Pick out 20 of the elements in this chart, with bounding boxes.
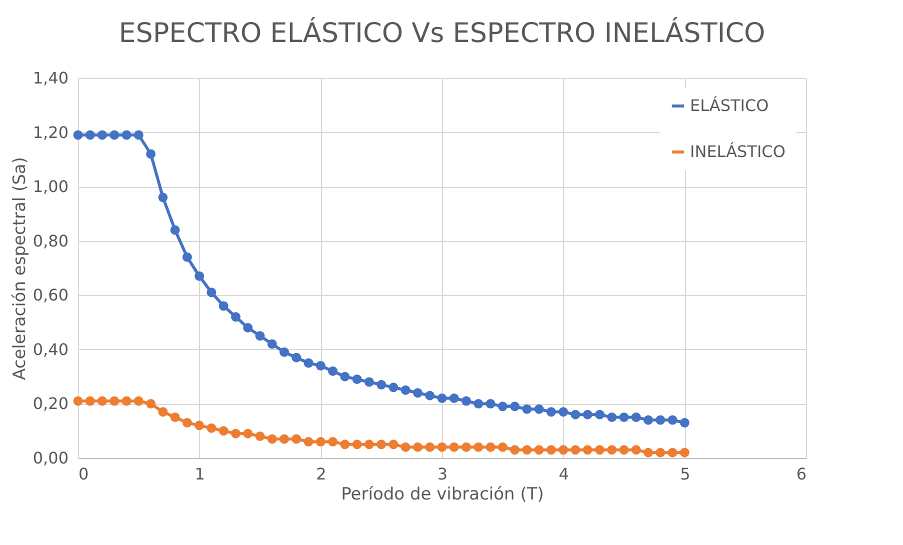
y-tick-label: 0,40 [32,340,68,359]
x-tick-label: 5 [680,464,690,484]
x-tick-label: 1 [194,464,205,484]
x-tick-label: 2 [316,464,326,484]
x-tick-label: 3 [437,464,448,484]
y-tick-label: 1,20 [32,122,68,142]
y-tick-label: 1,00 [32,177,68,196]
x-tick-label: 4 [558,464,569,484]
y-tick-label: 0,60 [32,286,68,305]
x-tick-label: 6 [796,464,806,484]
y-tick-label: 0,00 [32,448,68,468]
y-tick-label: 0,20 [32,394,68,414]
legend-label: INELÁSTICO [690,142,786,161]
y-axis-title: Aceleración espectral (Sa) [10,157,30,380]
x-tick-label: 0 [78,464,89,484]
legend-label: ELÁSTICO [690,96,769,115]
y-tick-label: 0,80 [32,231,68,250]
y-tick-label: 1,40 [32,68,68,88]
chart-title: ESPECTRO ELÁSTICO Vs ESPECTRO INELÁSTICO [118,16,766,49]
x-axis-title: Período de vibración (T) [341,484,544,504]
